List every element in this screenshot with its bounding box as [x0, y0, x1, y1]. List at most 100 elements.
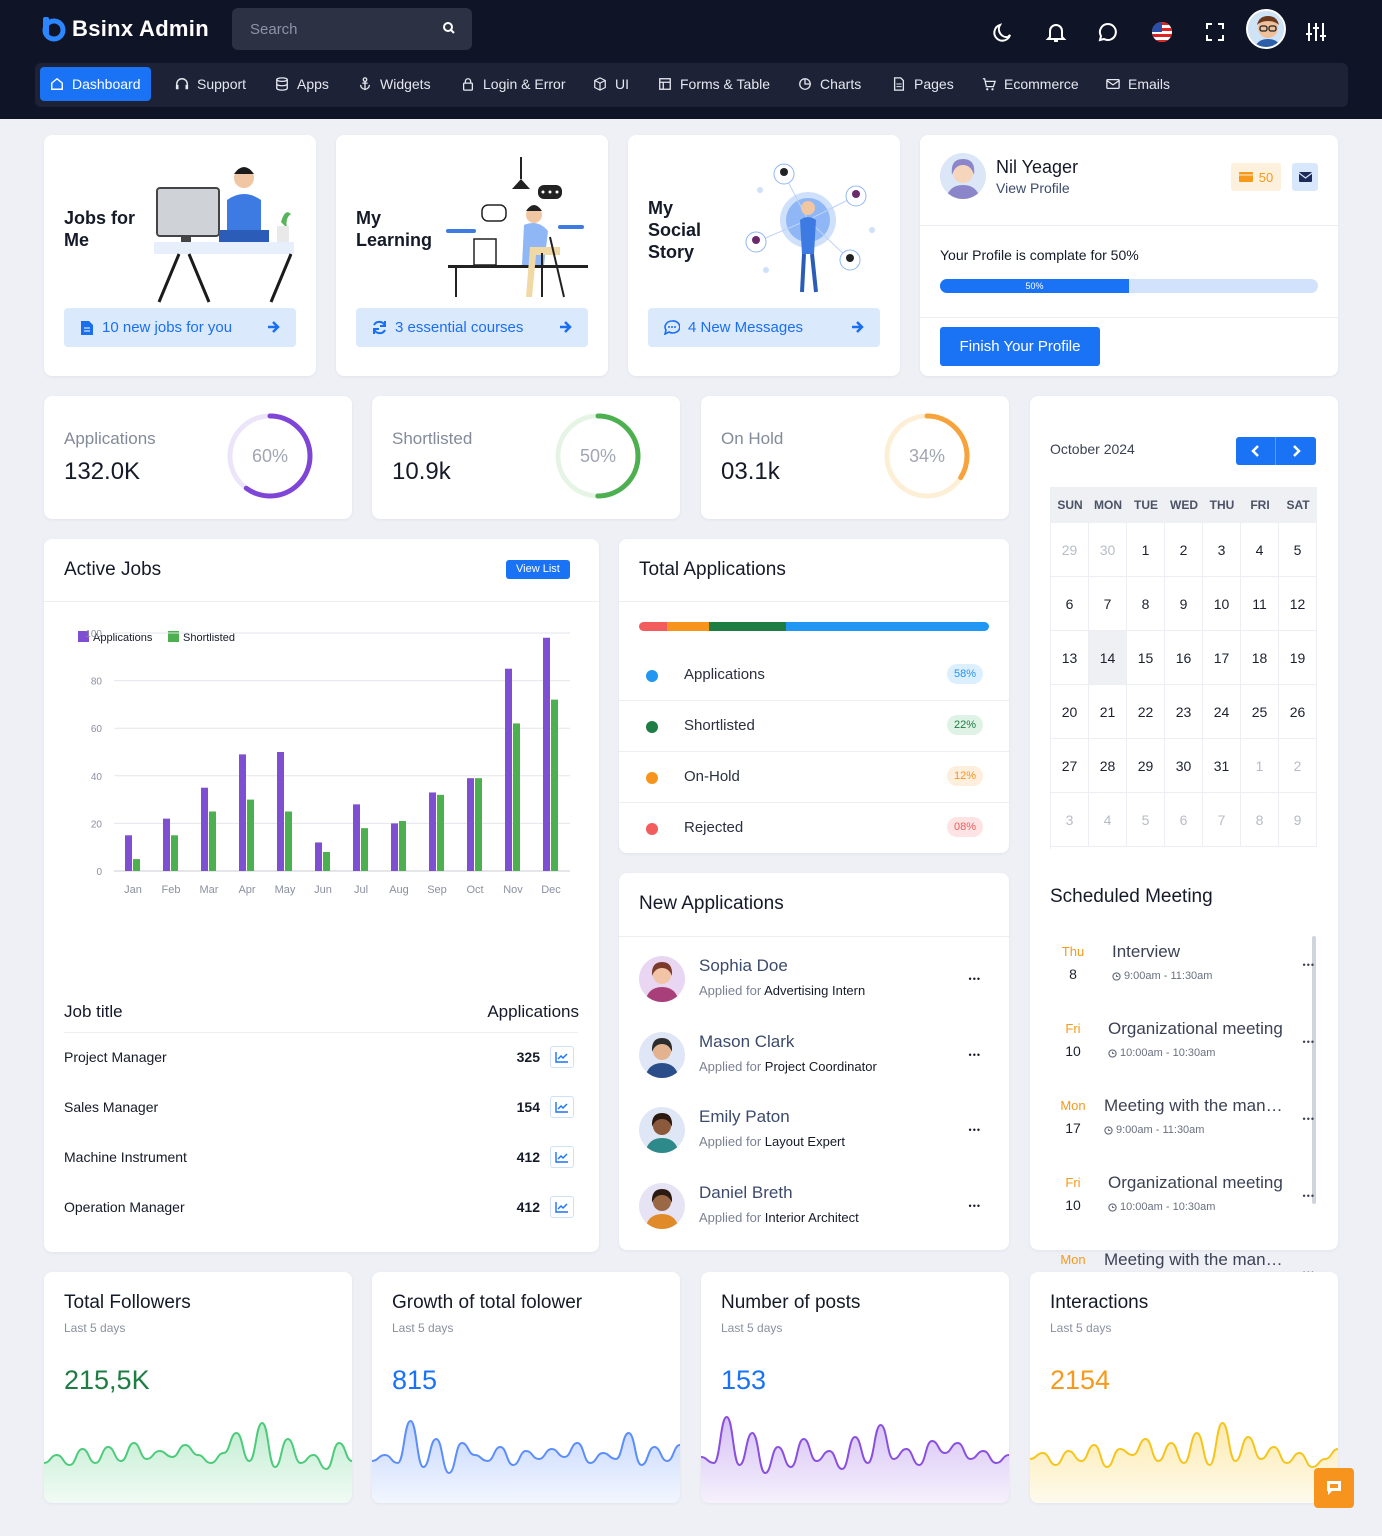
- nav-pages[interactable]: Pages: [882, 67, 964, 101]
- calendar-day[interactable]: 2: [1279, 739, 1317, 793]
- calendar-day[interactable]: 8: [1127, 577, 1165, 631]
- avatar[interactable]: [1246, 9, 1286, 49]
- calendar-day[interactable]: 4: [1089, 793, 1127, 847]
- stat-value: 03.1k: [721, 458, 780, 485]
- mail-button[interactable]: [1292, 163, 1318, 191]
- meeting-item[interactable]: Mon 17 Meeting with the manager 9:00am - 11…: [1050, 1090, 1315, 1160]
- calendar-day[interactable]: 2: [1165, 523, 1203, 577]
- calendar-day[interactable]: 5: [1279, 523, 1317, 577]
- more-options-icon[interactable]: •••: [1302, 1037, 1315, 1047]
- us-flag-icon[interactable]: [1148, 18, 1176, 46]
- avatar[interactable]: [940, 153, 986, 199]
- calendar-day[interactable]: 29: [1051, 523, 1089, 577]
- calendar-day[interactable]: 30: [1089, 523, 1127, 577]
- more-options-icon[interactable]: •••: [1302, 1191, 1315, 1201]
- search-icon[interactable]: [442, 21, 456, 35]
- calendar-day[interactable]: 12: [1279, 577, 1317, 631]
- calendar-day[interactable]: 27: [1051, 739, 1089, 793]
- prev-month-button[interactable]: [1236, 437, 1276, 465]
- calendar-day[interactable]: 9: [1279, 793, 1317, 847]
- calendar-day[interactable]: 30: [1165, 739, 1203, 793]
- nav-support[interactable]: Support: [165, 67, 256, 101]
- calendar-day[interactable]: 3: [1203, 523, 1241, 577]
- calendar-day[interactable]: 21: [1089, 685, 1127, 739]
- calendar-day[interactable]: 6: [1051, 577, 1089, 631]
- trend-chart-button[interactable]: [550, 1046, 574, 1068]
- trend-chart-button[interactable]: [550, 1196, 574, 1218]
- nav-ecommerce[interactable]: Ecommerce: [972, 67, 1089, 101]
- calendar-day[interactable]: 19: [1279, 631, 1317, 685]
- trend-chart-button[interactable]: [550, 1146, 574, 1168]
- nav-emails[interactable]: Emails: [1096, 67, 1180, 101]
- more-options-icon[interactable]: •••: [1302, 960, 1315, 970]
- calendar-day[interactable]: 11: [1241, 577, 1279, 631]
- messages-button[interactable]: 4 New Messages: [648, 308, 880, 347]
- next-month-button[interactable]: [1276, 437, 1316, 465]
- meeting-item[interactable]: Fri 10 Organizational meeting 10:00am - 10:…: [1050, 1013, 1315, 1083]
- applicant-item[interactable]: Daniel Breth Applied for Interior Archite…: [619, 1182, 1009, 1257]
- chat-launcher-button[interactable]: [1314, 1468, 1354, 1508]
- nav-charts[interactable]: Charts: [788, 67, 871, 101]
- calendar-day[interactable]: 1: [1127, 523, 1165, 577]
- courses-button[interactable]: 3 essential courses: [356, 308, 588, 347]
- calendar-day[interactable]: 31: [1203, 739, 1241, 793]
- meetings-scrollbar[interactable]: [1312, 936, 1316, 1204]
- applicant-item[interactable]: Mason Clark Applied for Project Coordinat…: [619, 1031, 1009, 1106]
- more-options-icon[interactable]: •••: [1302, 1114, 1315, 1124]
- finish-profile-button[interactable]: Finish Your Profile: [940, 327, 1100, 366]
- search-input[interactable]: [232, 8, 432, 50]
- calendar-day[interactable]: 20: [1051, 685, 1089, 739]
- calendar-day[interactable]: 14: [1089, 631, 1127, 685]
- meeting-item[interactable]: Thu 8 Interview 9:00am - 11:30am •••: [1050, 936, 1315, 1006]
- calendar-day[interactable]: 24: [1203, 685, 1241, 739]
- calendar-day[interactable]: 16: [1165, 631, 1203, 685]
- calendar-day[interactable]: 10: [1203, 577, 1241, 631]
- more-options-icon[interactable]: •••: [968, 974, 981, 984]
- applicant-name[interactable]: Daniel Breth: [699, 1182, 793, 1202]
- applicant-item[interactable]: Emily Paton Applied for Layout Expert •••: [619, 1107, 1009, 1181]
- calendar-day[interactable]: 7: [1089, 577, 1127, 631]
- calendar-day[interactable]: 13: [1051, 631, 1089, 685]
- chat-icon[interactable]: [1094, 18, 1122, 46]
- calendar-day[interactable]: 26: [1279, 685, 1317, 739]
- nav-apps[interactable]: Apps: [265, 67, 339, 101]
- calendar-day[interactable]: 28: [1089, 739, 1127, 793]
- view-list-button[interactable]: View List: [506, 560, 570, 579]
- applicant-name[interactable]: Emily Paton: [699, 1107, 790, 1126]
- fullscreen-icon[interactable]: [1201, 18, 1229, 46]
- more-options-icon[interactable]: •••: [968, 1200, 981, 1211]
- app-logo[interactable]: Bsinx Admin: [40, 16, 209, 42]
- nav-dashboard[interactable]: Dashboard: [40, 67, 151, 101]
- calendar-day[interactable]: 5: [1127, 793, 1165, 847]
- calendar-day[interactable]: 1: [1241, 739, 1279, 793]
- calendar-day[interactable]: 3: [1051, 793, 1089, 847]
- trend-chart-button[interactable]: [550, 1096, 574, 1118]
- nav-login-error[interactable]: Login & Error: [451, 67, 575, 101]
- calendar-day[interactable]: 9: [1165, 577, 1203, 631]
- calendar-day[interactable]: 23: [1165, 685, 1203, 739]
- calendar-day[interactable]: 17: [1203, 631, 1241, 685]
- meeting-item[interactable]: Fri 10 Organizational meeting 10:00am - 10:…: [1050, 1167, 1315, 1237]
- bell-icon[interactable]: [1042, 18, 1070, 46]
- calendar-day[interactable]: 15: [1127, 631, 1165, 685]
- calendar-day[interactable]: 29: [1127, 739, 1165, 793]
- calendar-day[interactable]: 7: [1203, 793, 1241, 847]
- moon-icon[interactable]: [990, 18, 1018, 46]
- calendar-day[interactable]: 25: [1241, 685, 1279, 739]
- new-jobs-button[interactable]: 10 new jobs for you: [64, 308, 296, 347]
- settings-sliders-icon[interactable]: [1302, 18, 1330, 46]
- nav-widgets[interactable]: Widgets: [348, 67, 441, 101]
- more-options-icon[interactable]: •••: [968, 1125, 981, 1135]
- applicant-name[interactable]: Mason Clark: [699, 1031, 795, 1051]
- calendar-day[interactable]: 6: [1165, 793, 1203, 847]
- calendar-day[interactable]: 22: [1127, 685, 1165, 739]
- nav-forms-table[interactable]: Forms & Table: [648, 67, 780, 101]
- view-profile-link[interactable]: View Profile: [996, 180, 1070, 196]
- more-options-icon[interactable]: •••: [968, 1049, 981, 1060]
- calendar-day[interactable]: 4: [1241, 523, 1279, 577]
- calendar-day[interactable]: 8: [1241, 793, 1279, 847]
- calendar-day[interactable]: 18: [1241, 631, 1279, 685]
- applicant-item[interactable]: Sophia Doe Applied for Advertising Intern…: [619, 956, 1009, 1030]
- applicant-name[interactable]: Sophia Doe: [699, 956, 788, 975]
- nav-ui[interactable]: UI: [583, 67, 639, 101]
